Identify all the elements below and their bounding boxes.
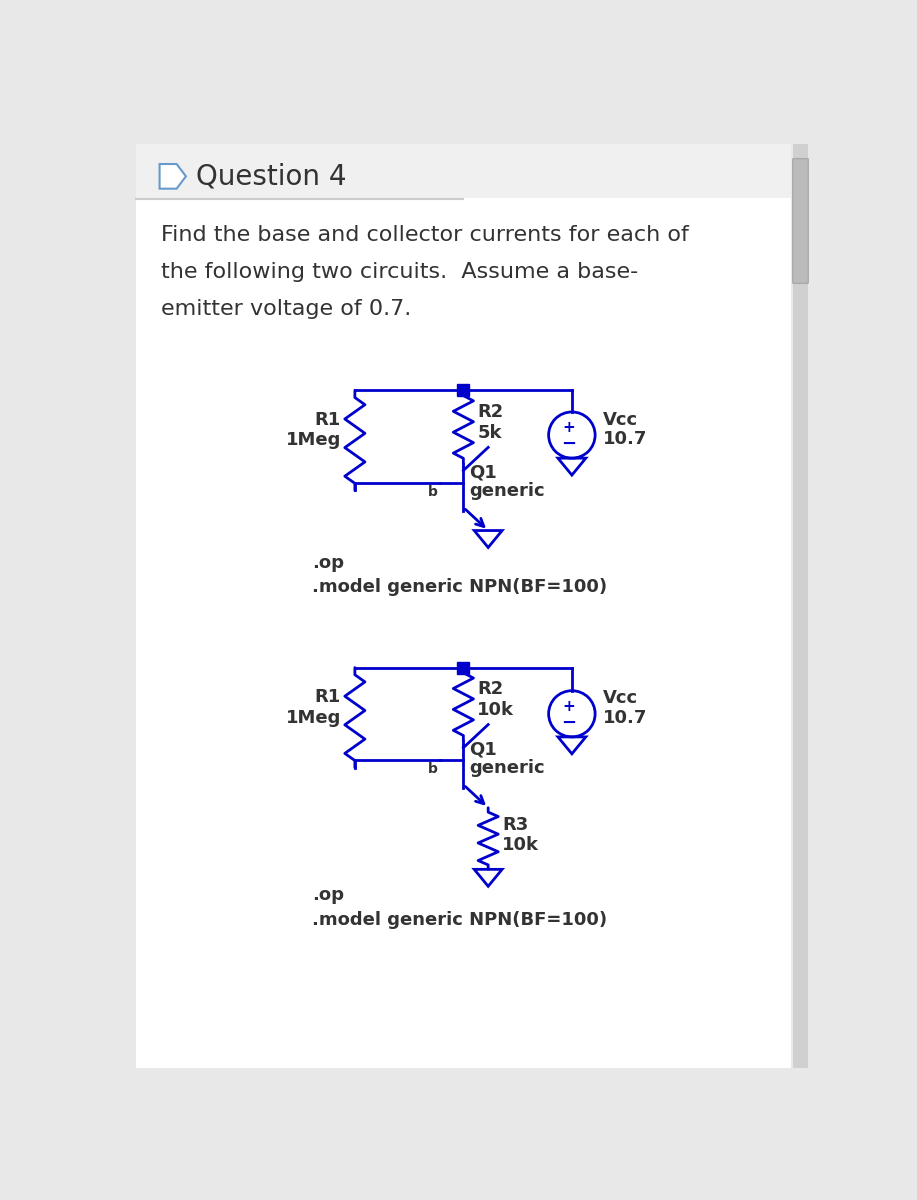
Text: 10k: 10k <box>503 835 539 853</box>
Text: the following two circuits.  Assume a base-: the following two circuits. Assume a bas… <box>161 262 638 282</box>
Text: 1Meg: 1Meg <box>285 709 341 727</box>
Text: R2: R2 <box>478 680 503 698</box>
Text: Question 4: Question 4 <box>196 162 347 191</box>
Text: R2: R2 <box>478 403 503 421</box>
Text: generic: generic <box>470 482 546 500</box>
Text: 10.7: 10.7 <box>602 709 647 727</box>
Text: −: − <box>561 436 577 454</box>
Text: 10k: 10k <box>478 701 514 719</box>
FancyBboxPatch shape <box>137 144 791 1068</box>
Text: b: b <box>428 762 437 776</box>
FancyBboxPatch shape <box>137 144 791 198</box>
Text: emitter voltage of 0.7.: emitter voltage of 0.7. <box>161 299 412 319</box>
Text: −: − <box>561 714 577 732</box>
Text: .op: .op <box>313 553 344 571</box>
Text: Q1: Q1 <box>470 463 497 481</box>
Text: R1: R1 <box>315 410 341 428</box>
Text: Find the base and collector currents for each of: Find the base and collector currents for… <box>161 224 689 245</box>
Text: +: + <box>562 420 575 434</box>
FancyBboxPatch shape <box>793 144 808 1068</box>
FancyBboxPatch shape <box>793 158 808 283</box>
Text: Vcc: Vcc <box>602 689 638 708</box>
Text: generic: generic <box>470 760 546 778</box>
Text: 1Meg: 1Meg <box>285 432 341 450</box>
Text: .model generic NPN(BF=100): .model generic NPN(BF=100) <box>313 578 607 596</box>
Text: b: b <box>428 485 437 499</box>
Text: Vcc: Vcc <box>602 410 638 428</box>
Polygon shape <box>160 164 186 188</box>
Text: .model generic NPN(BF=100): .model generic NPN(BF=100) <box>313 911 607 929</box>
Text: R3: R3 <box>503 816 528 834</box>
Text: +: + <box>562 698 575 714</box>
Text: .op: .op <box>313 887 344 905</box>
Text: 10.7: 10.7 <box>602 430 647 448</box>
Text: Q1: Q1 <box>470 740 497 758</box>
Text: 5k: 5k <box>478 424 502 442</box>
Text: R1: R1 <box>315 688 341 706</box>
